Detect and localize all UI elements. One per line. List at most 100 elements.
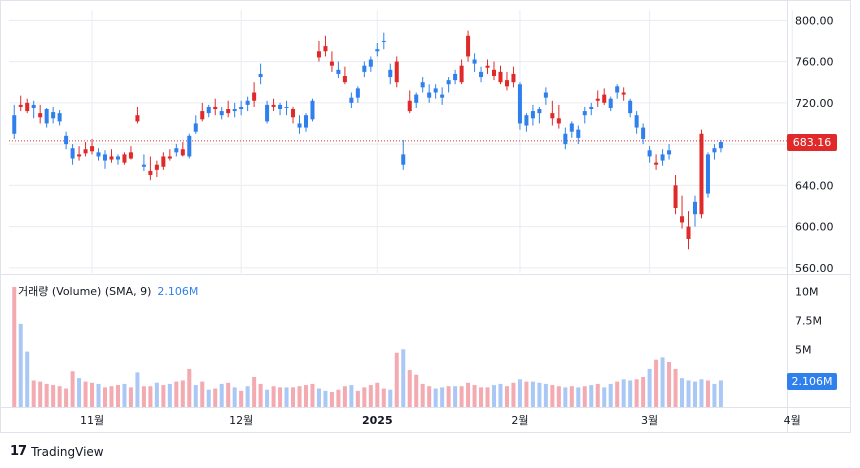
volume-bar[interactable] (569, 386, 574, 407)
candle-body[interactable] (278, 104, 283, 110)
volume-bar[interactable] (323, 390, 328, 407)
candle-body[interactable] (381, 40, 386, 42)
tradingview-brand[interactable]: 17 TradingView (10, 444, 104, 459)
candle-body[interactable] (660, 154, 665, 161)
volume-bar[interactable] (96, 383, 101, 407)
candle-body[interactable] (641, 127, 646, 139)
volume-bar[interactable] (712, 383, 717, 407)
volume-bar[interactable] (673, 368, 678, 407)
candle-body[interactable] (342, 76, 347, 83)
candle-body[interactable] (148, 170, 153, 176)
volume-bar[interactable] (12, 286, 17, 407)
candle-body[interactable] (57, 113, 62, 122)
candle-body[interactable] (433, 88, 438, 93)
volume-bar[interactable] (291, 387, 296, 407)
volume-bar[interactable] (57, 386, 62, 407)
candle-body[interactable] (582, 111, 587, 116)
candle-body[interactable] (673, 185, 678, 209)
volume-bar[interactable] (705, 380, 710, 407)
volume-bar[interactable] (511, 382, 516, 407)
candle-body[interactable] (310, 100, 315, 120)
candle-body[interactable] (446, 80, 451, 85)
candle-body[interactable] (569, 123, 574, 132)
candle-body[interactable] (31, 104, 36, 108)
volume-bar[interactable] (692, 381, 698, 407)
volume-bar[interactable] (128, 387, 133, 407)
volume-bar[interactable] (154, 382, 159, 407)
volume-bar[interactable] (226, 382, 231, 407)
candle-body[interactable] (453, 73, 458, 81)
candle-body[interactable] (595, 98, 600, 101)
volume-bar[interactable] (530, 381, 535, 407)
volume-bar[interactable] (180, 380, 185, 407)
candle-body[interactable] (206, 106, 211, 114)
candle-body[interactable] (77, 154, 82, 157)
candle-body[interactable] (375, 49, 380, 52)
candle-body[interactable] (200, 111, 205, 120)
candle-body[interactable] (174, 148, 179, 153)
volume-bar[interactable] (524, 381, 529, 407)
volume-bar[interactable] (329, 391, 334, 407)
volume-bar[interactable] (680, 378, 685, 407)
candle-body[interactable] (355, 88, 360, 98)
candle-body[interactable] (265, 104, 270, 122)
volume-bar[interactable] (167, 383, 172, 407)
volume-bar[interactable] (550, 385, 555, 407)
volume-bar[interactable] (647, 368, 652, 407)
candle-body[interactable] (329, 61, 334, 66)
volume-bar[interactable] (232, 387, 237, 407)
volume-bar[interactable] (303, 385, 309, 407)
candle-body[interactable] (83, 149, 88, 154)
candle-body[interactable] (90, 146, 95, 152)
candle-body[interactable] (316, 51, 321, 58)
candle-body[interactable] (680, 216, 685, 223)
candle-body[interactable] (479, 71, 484, 78)
candle-body[interactable] (602, 94, 607, 103)
volume-bar[interactable] (25, 351, 30, 407)
candle-body[interactable] (420, 82, 425, 88)
volume-bar[interactable] (349, 385, 354, 407)
candle-body[interactable] (362, 65, 367, 72)
volume-bar[interactable] (31, 380, 36, 407)
volume-bar[interactable] (667, 361, 672, 407)
volume-bar[interactable] (485, 387, 490, 407)
volume-bar[interactable] (543, 383, 548, 407)
volume-bar[interactable] (718, 380, 723, 407)
candle-body[interactable] (621, 92, 626, 95)
candle-body[interactable] (427, 92, 432, 98)
volume-bar[interactable] (44, 383, 49, 407)
candle-body[interactable] (517, 84, 522, 124)
candle-body[interactable] (667, 150, 672, 155)
volume-bar[interactable] (407, 370, 412, 407)
candle-body[interactable] (459, 65, 464, 83)
volume-bar[interactable] (654, 359, 659, 407)
candle-body[interactable] (291, 109, 296, 118)
candle-body[interactable] (556, 118, 561, 124)
volume-bar[interactable] (297, 386, 302, 407)
candle-body[interactable] (64, 135, 69, 145)
candle-body[interactable] (628, 100, 633, 114)
volume-bar[interactable] (615, 381, 620, 407)
candle-body[interactable] (485, 65, 490, 68)
volume-bar[interactable] (219, 383, 224, 407)
candle-body[interactable] (498, 71, 503, 83)
candle-body[interactable] (245, 100, 250, 105)
candle-body[interactable] (323, 46, 328, 52)
candle-body[interactable] (654, 162, 659, 165)
volume-bar[interactable] (556, 386, 561, 407)
candle-body[interactable] (44, 109, 49, 124)
volume-bar[interactable] (453, 386, 458, 407)
volume-bar[interactable] (135, 372, 140, 407)
volume-bar[interactable] (576, 387, 581, 407)
candle-body[interactable] (472, 59, 477, 64)
candle-body[interactable] (615, 86, 620, 93)
volume-bar[interactable] (265, 389, 270, 407)
candle-body[interactable] (634, 115, 639, 128)
candle-body[interactable] (141, 164, 146, 167)
volume-bar[interactable] (440, 387, 445, 407)
candle-body[interactable] (504, 80, 509, 87)
candle-body[interactable] (511, 73, 516, 83)
volume-bar[interactable] (115, 385, 120, 407)
volume-bar[interactable] (427, 386, 432, 407)
candle-body[interactable] (187, 135, 192, 157)
